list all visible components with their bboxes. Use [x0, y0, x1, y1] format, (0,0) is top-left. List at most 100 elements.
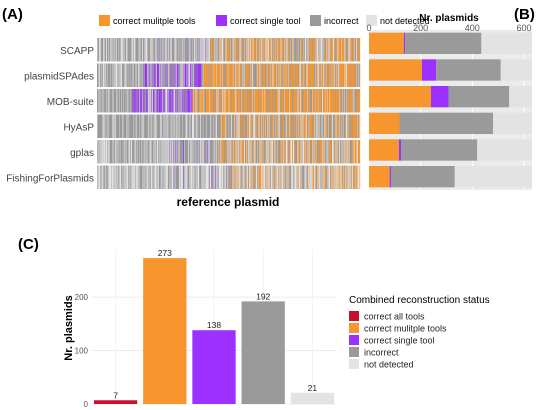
heatmap-segment-correct-multiple [262, 63, 265, 87]
heatmap-segment-correct-single [146, 89, 148, 113]
heatmap-segment-incorrect [355, 38, 357, 62]
heatmap-segment-correct-single [144, 63, 148, 87]
panel-c-legend-swatch [349, 335, 359, 345]
legend-label-not-detected: not detected [380, 16, 430, 26]
heatmap-segment-correct-multiple [288, 63, 290, 87]
heatmap-segment-not-detected [342, 89, 343, 113]
heatmap-segment-incorrect [348, 114, 349, 138]
heatmap-segment-not-detected [246, 140, 247, 164]
heatmap-segment-incorrect [328, 114, 332, 138]
heatmap-segment-incorrect [154, 114, 156, 138]
heatmap-segment-not-detected [146, 140, 147, 164]
heatmap-segment-correct-multiple [323, 89, 326, 113]
heatmap-segment-not-detected [314, 140, 315, 164]
heatmap-segment-correct-multiple [246, 38, 247, 62]
heatmap-segment-incorrect [288, 89, 289, 113]
heatmap-segment-correct-multiple [284, 89, 286, 113]
heatmap-segment-not-detected [214, 38, 216, 62]
heatmap-segment-incorrect [269, 140, 271, 164]
heatmap-segment-not-detected [189, 89, 191, 113]
panel-c-ylabel: Nr. plasmids [63, 295, 75, 360]
heatmap-segment-not-detected [128, 140, 129, 164]
heatmap-segment-not-detected [97, 114, 99, 138]
heatmap-segment-correct-multiple [270, 63, 272, 87]
heatmap-segment-incorrect [102, 89, 104, 113]
heatmap-segment-not-detected [149, 89, 151, 113]
heatmap-segment-incorrect [286, 63, 287, 87]
heatmap-segment-incorrect [296, 89, 298, 113]
heatmap-segment-incorrect [195, 63, 197, 87]
heatmap-segment-not-detected [234, 114, 236, 138]
heatmap-segment-incorrect [315, 63, 317, 87]
heatmap-segment-incorrect [206, 63, 208, 87]
heatmap-segment-incorrect [243, 89, 244, 113]
heatmap-segment-correct-multiple [309, 38, 312, 62]
heatmap-segment-correct-multiple [253, 63, 254, 87]
heatmap-segment-incorrect [185, 165, 187, 189]
panel-c-legend-label: correct single tool [364, 336, 435, 346]
heatmap-segment-incorrect [172, 114, 174, 138]
heatmap-segment-correct-multiple [302, 63, 303, 87]
heatmap-segment-incorrect [152, 38, 154, 62]
heatmap-segment-correct-multiple [322, 89, 324, 113]
heatmap-segment-incorrect [237, 140, 239, 164]
heatmap-segment-incorrect [322, 165, 323, 189]
heatmap-segment-not-detected [331, 165, 332, 189]
heatmap-segment-not-detected [112, 89, 114, 113]
heatmap-segment-incorrect [289, 63, 291, 87]
heatmap-segment-not-detected [182, 38, 184, 62]
heatmap-segment-correct-multiple [209, 63, 211, 87]
heatmap-segment-not-detected [153, 165, 155, 189]
heatmap-segment-correct-multiple [358, 140, 361, 164]
heatmap-segment-incorrect [243, 140, 245, 164]
heatmap-segment-incorrect [260, 63, 262, 87]
heatmap-segment-not-detected [286, 165, 288, 189]
heatmap-segment-correct-multiple [329, 140, 332, 164]
heatmap-segment-incorrect [254, 165, 256, 189]
heatmap-segment-correct-multiple [256, 114, 258, 138]
heatmap-segment-not-detected [154, 38, 156, 62]
heatmap-segment-incorrect [207, 140, 209, 164]
heatmap-segment-incorrect [157, 89, 159, 113]
heatmap-segment-not-detected [116, 38, 118, 62]
heatmap-segment-not-detected [189, 114, 190, 138]
heatmap-segment-not-detected [116, 140, 118, 164]
heatmap-segment-not-detected [335, 140, 337, 164]
heatmap-segment-not-detected [221, 165, 224, 189]
heatmap-segment-correct-multiple [325, 114, 327, 138]
heatmap-segment-not-detected [130, 140, 133, 164]
heatmap-segment-not-detected [278, 114, 280, 138]
heatmap-segment-incorrect [335, 114, 337, 138]
heatmap-segment-not-detected [108, 114, 109, 138]
heatmap-segment-incorrect [166, 38, 169, 62]
heatmap-segment-incorrect [330, 140, 332, 164]
heatmap-segment-incorrect [127, 38, 128, 62]
panel-b-bar-segment [369, 166, 390, 188]
heatmap-segment-correct-single [171, 63, 173, 87]
heatmap-segment-not-detected [119, 114, 121, 138]
heatmap-segment-incorrect [112, 140, 114, 164]
heatmap-segment-correct-multiple [234, 114, 236, 138]
heatmap-segment-not-detected [241, 140, 243, 164]
heatmap-segment-correct-multiple [352, 38, 355, 62]
heatmap-segment-incorrect [182, 38, 184, 62]
heatmap-segment-correct-multiple [294, 63, 296, 87]
heatmap-segment-correct-multiple [259, 63, 261, 87]
heatmap-segment-incorrect [146, 140, 148, 164]
heatmap-segment-incorrect [352, 89, 354, 113]
heatmap-segment-correct-multiple [298, 114, 300, 138]
heatmap-segment-not-detected [175, 63, 177, 87]
heatmap-segment-correct-multiple [345, 140, 347, 164]
heatmap-segment-not-detected [292, 140, 295, 164]
heatmap-segment-incorrect [172, 140, 175, 164]
heatmap-segment-incorrect [259, 114, 262, 138]
heatmap-segment-incorrect [179, 38, 181, 62]
heatmap-segment-not-detected [353, 140, 354, 164]
heatmap-segment-correct-multiple [233, 89, 236, 113]
heatmap-segment-correct-multiple [262, 114, 264, 138]
heatmap-segment-correct-multiple [258, 38, 260, 62]
heatmap-segment-not-detected [293, 165, 295, 189]
heatmap-segment-incorrect [125, 140, 127, 164]
heatmap-segment-incorrect [247, 114, 249, 138]
heatmap-segment-incorrect [109, 140, 113, 164]
